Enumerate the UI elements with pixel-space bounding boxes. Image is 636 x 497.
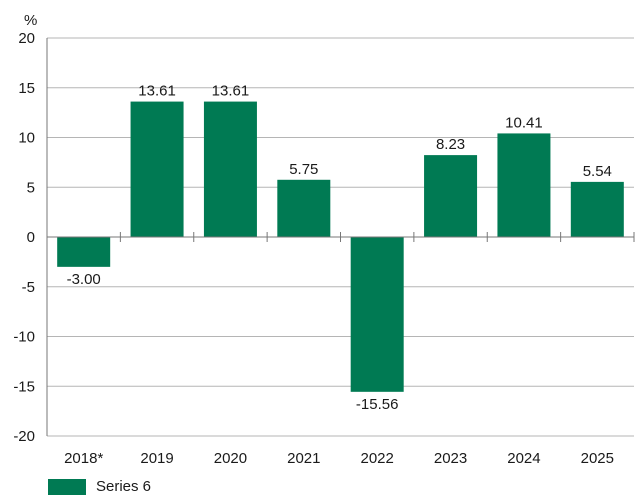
bar [203, 101, 257, 237]
x-axis-labels: 2018* 2019 2020 2021 2022 2023 2024 2025 [64, 450, 614, 467]
data-label: -3.00 [67, 271, 101, 288]
data-label: 13.61 [138, 83, 176, 100]
y-tick-label: 20 [18, 30, 35, 47]
data-label: 10.41 [505, 114, 543, 131]
y-tick-label: -5 [22, 279, 35, 296]
y-axis-unit-label: % [24, 12, 37, 29]
x-tick-label: 2019 [140, 450, 173, 467]
x-tick-label: 2022 [361, 450, 394, 467]
data-labels: -3.00 13.61 13.61 5.75 -15.56 8.23 10.41 5.54 [67, 83, 612, 413]
x-tick-label: 2021 [287, 450, 320, 467]
x-tick-label: 2025 [581, 450, 614, 467]
y-tick-label: 5 [27, 179, 35, 196]
bar [424, 155, 478, 237]
data-label: 8.23 [436, 136, 465, 153]
bar [57, 237, 111, 267]
y-tick-label: -20 [13, 428, 35, 445]
x-tick-label: 2024 [507, 450, 540, 467]
bar [570, 181, 624, 237]
bar [497, 133, 551, 237]
legend-label-series-6: Series 6 [96, 478, 152, 495]
y-tick-label: 15 [18, 80, 35, 97]
data-label: 5.54 [583, 163, 612, 180]
bar [277, 179, 331, 237]
bar [350, 237, 404, 392]
y-tick-label: -10 [13, 329, 35, 346]
data-label: 5.75 [289, 161, 318, 178]
x-tick-label: 2023 [434, 450, 467, 467]
y-tick-label: -15 [13, 378, 35, 395]
legend: Series 6 [48, 478, 151, 495]
bars [57, 101, 624, 392]
x-tick-label: 2020 [214, 450, 247, 467]
bar [130, 101, 184, 237]
x-tick-label: 2018* [64, 450, 103, 467]
y-tick-label: 0 [27, 229, 35, 246]
y-axis-ticks: 20 15 10 5 0 -5 -10 -15 -20 [13, 30, 35, 445]
y-tick-label: 10 [18, 130, 35, 147]
data-label: -15.56 [356, 396, 399, 413]
legend-swatch-series-6 [48, 478, 86, 495]
data-label: 13.61 [212, 83, 250, 100]
axes [46, 38, 635, 436]
